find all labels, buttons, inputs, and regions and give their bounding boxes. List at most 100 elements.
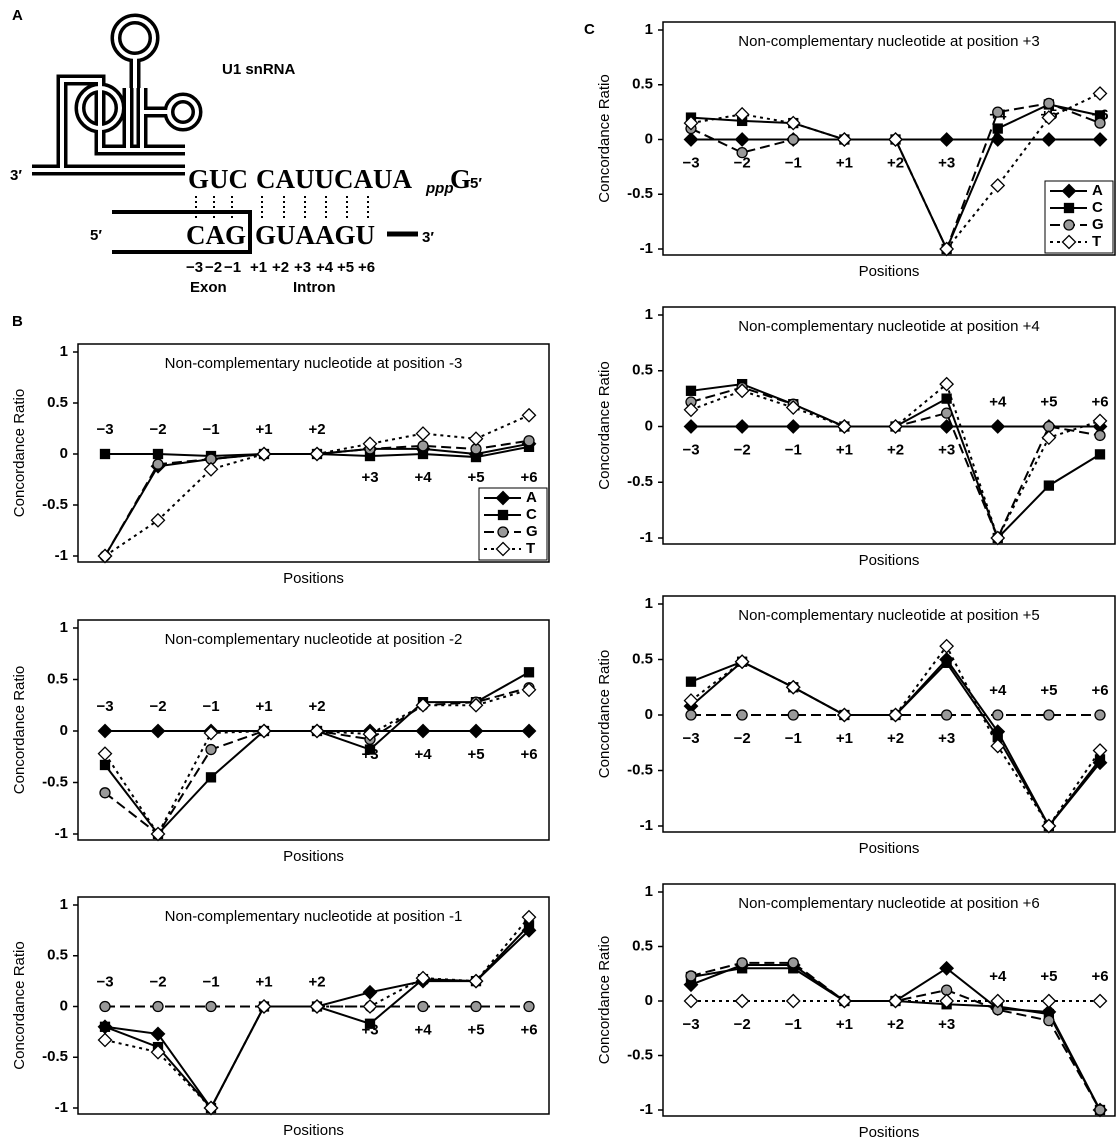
series-line [691, 387, 1100, 538]
x-tick-label: +1 [255, 698, 272, 715]
legend-label: T [1092, 233, 1101, 250]
legend-label: T [526, 540, 535, 557]
marker [687, 386, 696, 395]
marker [364, 1000, 377, 1013]
marker [1095, 1105, 1105, 1115]
y-tick-label: 1 [645, 306, 653, 323]
y-tick-label: 0.5 [632, 937, 653, 954]
marker [417, 427, 430, 440]
region-label: Intron [293, 279, 336, 296]
marker [153, 459, 163, 469]
marker [1044, 481, 1053, 490]
marker [1044, 1016, 1054, 1026]
x-tick-label: −2 [149, 973, 166, 990]
marker [736, 133, 749, 146]
marker [737, 148, 747, 158]
marker [523, 725, 536, 738]
position-label: +4 [316, 259, 334, 276]
y-tick-label: -0.5 [627, 761, 653, 778]
y-tick-label: -0.5 [42, 496, 68, 513]
end-label: 5′ [90, 227, 102, 244]
x-tick-label: +2 [308, 698, 325, 715]
marker [99, 550, 112, 563]
region-label: Exon [190, 279, 227, 296]
x-tick-label: +4 [414, 746, 432, 763]
marker [685, 420, 698, 433]
x-tick-label: −1 [202, 698, 219, 715]
legend-label: A [1092, 182, 1103, 199]
position-label: +6 [358, 259, 375, 276]
marker [788, 958, 798, 968]
marker [993, 124, 1002, 133]
x-axis-label: Positions [283, 848, 344, 865]
marker [788, 135, 798, 145]
x-tick-label: +6 [1091, 682, 1108, 699]
figure: A B C U1 snRNA 3′ GUC CAUUCAUA ppp G 5′ … [0, 0, 1116, 1141]
x-axis-label: Positions [283, 570, 344, 587]
position-label: +2 [272, 259, 289, 276]
x-tick-label: +1 [255, 421, 272, 438]
x-tick-label: −1 [785, 730, 802, 747]
y-tick-label: 1 [60, 343, 68, 360]
chart: Non-complementary nucleotide at position… [11, 343, 549, 587]
x-tick-label: +5 [1040, 968, 1057, 985]
x-tick-label: +4 [989, 682, 1007, 699]
legend-label: G [526, 523, 538, 540]
y-tick-label: 0 [645, 706, 653, 723]
x-tick-label: +2 [887, 730, 904, 747]
x-axis-label: Positions [859, 263, 920, 280]
x-tick-label: −1 [785, 441, 802, 458]
marker [417, 725, 430, 738]
diagram: U1 snRNA 3′ GUC CAUUCAUA ppp G 5′ 5′ CAG… [10, 19, 482, 296]
chart-title: Non-complementary nucleotide at position… [738, 318, 1039, 335]
marker [207, 773, 216, 782]
marker [788, 710, 798, 720]
x-tick-label: +1 [836, 154, 853, 171]
legend-label: A [526, 489, 537, 506]
series-line [691, 965, 1100, 1110]
marker [101, 450, 110, 459]
x-tick-label: −2 [734, 1016, 751, 1033]
marker [736, 420, 749, 433]
series-line [691, 384, 1100, 538]
x-tick-label: −3 [96, 421, 113, 438]
series-line [691, 103, 1100, 249]
y-axis-label: Concordance Ratio [596, 650, 613, 778]
sequence: CAG [186, 220, 246, 250]
marker [101, 760, 110, 769]
x-tick-label: +2 [308, 421, 325, 438]
marker [991, 420, 1004, 433]
marker [942, 710, 952, 720]
y-tick-label: 0.5 [632, 362, 653, 379]
marker [685, 133, 698, 146]
marker [1095, 710, 1105, 720]
x-tick-label: −3 [96, 698, 113, 715]
end-label: 3′ [10, 167, 22, 184]
x-tick-label: +1 [836, 441, 853, 458]
x-tick-label: +6 [520, 746, 537, 763]
x-axis-label: Positions [859, 1124, 920, 1141]
panel-label: A [12, 7, 23, 24]
position-label: +1 [250, 259, 267, 276]
marker [99, 725, 112, 738]
chart-title: Non-complementary nucleotide at position… [165, 631, 463, 648]
y-tick-label: -1 [55, 547, 68, 564]
marker [1044, 422, 1054, 432]
x-tick-label: −2 [734, 441, 751, 458]
chart: Non-complementary nucleotide at position… [11, 896, 549, 1139]
x-axis-label: Positions [859, 552, 920, 569]
y-tick-label: 0.5 [47, 394, 68, 411]
legend-marker [499, 511, 508, 520]
marker [366, 745, 375, 754]
y-tick-label: -0.5 [42, 1048, 68, 1065]
chart: Non-complementary nucleotide at position… [596, 306, 1115, 569]
x-tick-label: −1 [202, 973, 219, 990]
marker [940, 133, 953, 146]
sequence: GUC [188, 164, 248, 194]
y-tick-label: 1 [645, 595, 653, 612]
base-pairs [196, 196, 368, 220]
legend-marker [498, 527, 508, 537]
y-tick-label: 0 [645, 130, 653, 147]
marker [737, 710, 747, 720]
legend-marker [1065, 204, 1074, 213]
